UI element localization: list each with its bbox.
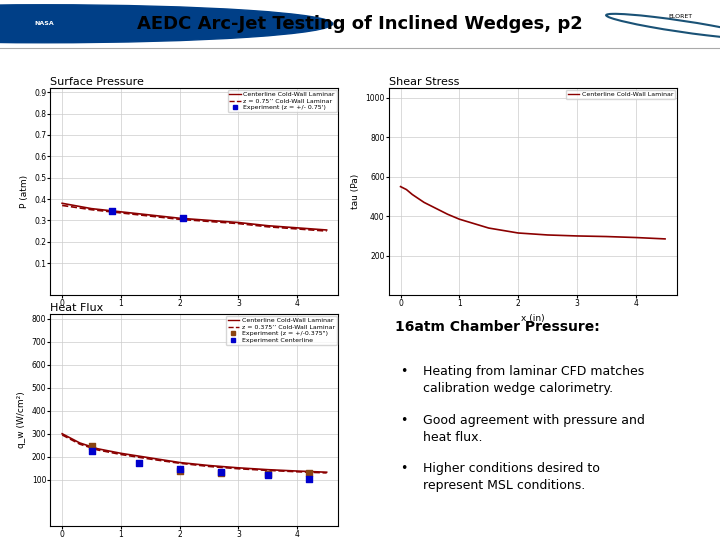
Point (303, 469, 315, 477)
Point (132, 458, 144, 467)
Point (262, 470, 274, 478)
Text: •: • (400, 462, 408, 475)
Point (303, 474, 315, 483)
Point (174, 465, 186, 474)
Circle shape (0, 5, 333, 43)
Point (174, 466, 186, 475)
Point (86, 442, 97, 451)
X-axis label: x (in): x (in) (521, 314, 544, 323)
Y-axis label: tau (Pa): tau (Pa) (351, 174, 360, 209)
Point (177, 214, 189, 222)
Text: Heat Flux: Heat Flux (50, 303, 104, 313)
Text: Surface Pressure: Surface Pressure (50, 77, 144, 87)
Legend: Centerline Cold-Wall Laminar, z = 0.375’’ Cold-Wall Laminar, Experiment (z = +/-: Centerline Cold-Wall Laminar, z = 0.375’… (226, 316, 336, 345)
Point (86, 447, 97, 455)
Point (215, 468, 227, 476)
Text: Good agreement with pressure and
heat flux.: Good agreement with pressure and heat fl… (423, 414, 645, 443)
Text: 16atm Chamber Pressure:: 16atm Chamber Pressure: (395, 320, 599, 334)
Text: Higher conditions desired to
represent MSL conditions.: Higher conditions desired to represent M… (423, 462, 600, 492)
Y-axis label: q_w (W/cm²): q_w (W/cm²) (17, 392, 26, 448)
Text: Shear Stress: Shear Stress (389, 77, 459, 87)
Text: Mars Science Laboratory: Mars Science Laboratory (4, 54, 130, 63)
Y-axis label: P (atm): P (atm) (19, 175, 29, 208)
X-axis label: x (in): x (in) (183, 314, 206, 323)
Text: ELORET: ELORET (668, 14, 693, 19)
Point (107, 206, 118, 215)
Text: •: • (400, 414, 408, 427)
Legend: Centerline Cold-Wall Laminar: Centerline Cold-Wall Laminar (566, 90, 675, 99)
Text: 9/23: 9/23 (694, 54, 716, 63)
Text: Heating from laminar CFD matches
calibration wedge calorimetry.: Heating from laminar CFD matches calibra… (423, 365, 644, 395)
Text: NASA: NASA (35, 21, 55, 26)
Text: AEDC Arc-Jet Testing of Inclined Wedges, p2: AEDC Arc-Jet Testing of Inclined Wedges,… (137, 15, 583, 33)
Legend: Centerline Cold-Wall Laminar, z = 0.75’’ Cold-Wall Laminar, Experiment (z = +/- : Centerline Cold-Wall Laminar, z = 0.75’’… (228, 90, 336, 112)
Text: •: • (400, 365, 408, 378)
Point (262, 471, 274, 480)
Point (215, 469, 227, 477)
